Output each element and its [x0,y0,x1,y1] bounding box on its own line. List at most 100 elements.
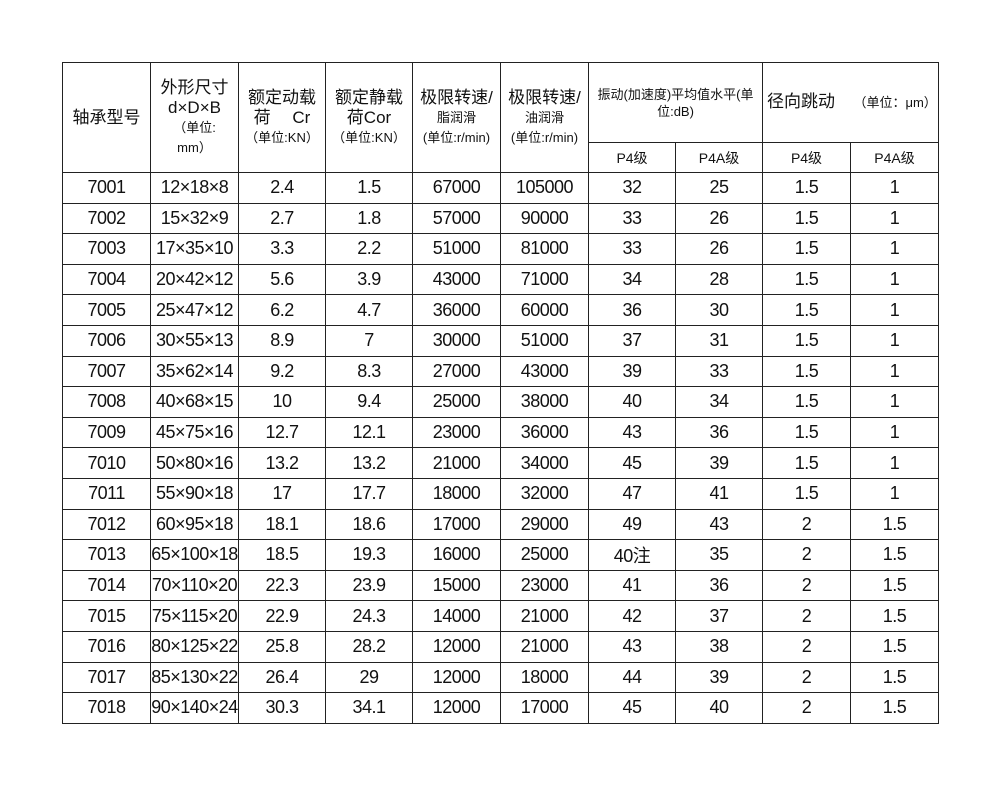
table-cell: 3.3 [238,233,326,265]
table-cell: 50×80×16 [150,447,239,479]
table-row: 7014 70×110×20 22.3 23.9 15000 23000 41 36 2 1.5 [62,569,939,602]
table-cell: 18.5 [238,539,326,571]
table-cell: 39 [675,661,763,694]
header-text: 外形尺寸 [160,77,229,97]
header-dimensions: 外形尺寸 d×D×B （单位: mm） [150,62,239,173]
table-cell: 30000 [412,324,501,357]
header-unit: （单位：μm） [853,95,937,110]
header-text: 极限转速/ [420,87,493,107]
table-cell: 32 [588,172,676,204]
table-cell: 1.5 [762,447,851,479]
table-cell: 1.5 [850,692,939,724]
table-cell: 9.4 [325,386,413,418]
table-cell: 12×18×8 [150,172,239,204]
table-row: 7006 30×55×13 8.9 7 30000 51000 37 31 1.5 1 [62,324,939,357]
table-cell: 1.5 [762,233,851,265]
table-cell: 80×125×22 [150,630,239,663]
table-cell: 60000 [500,294,589,326]
table-cell: 25 [675,172,763,204]
header-unit: mm） [177,139,212,155]
table-cell: 1 [850,202,939,235]
table-cell: 26 [675,202,763,235]
table-cell: 36 [588,294,676,326]
table-cell: 57000 [412,202,501,235]
table-cell: 1.5 [762,386,851,418]
table-cell: 2.2 [325,233,413,265]
table-row: 7003 17×35×10 3.3 2.2 51000 81000 33 26 1.5 1 [62,233,939,265]
table-cell: 18.1 [238,508,326,541]
table-cell: 26 [675,233,763,265]
table-row: 7015 75×115×20 22.9 24.3 14000 21000 42 37 2 1.5 [62,600,939,632]
table-cell: 16000 [412,539,501,571]
table-cell: 39 [588,355,676,388]
table-cell: 65×100×18 [150,539,239,571]
table-cell: 1 [850,294,939,326]
table-cell: 13.2 [325,447,413,479]
table-cell: 17×35×10 [150,233,239,265]
header-model: 轴承型号 [62,62,151,173]
table-cell: 28 [675,263,763,296]
header-unit: （单位:KN） [245,129,319,145]
table-cell: 1.5 [762,355,851,388]
table-cell: 7001 [62,172,151,204]
table-cell: 1.5 [850,569,939,602]
table-cell: 45 [588,692,676,724]
table-cell: 40注 [588,539,676,571]
header-dynamic-load: 额定动载 荷 Cr （单位:KN） [238,62,326,173]
table-cell: 10 [238,386,326,418]
table-cell: 21000 [412,447,501,479]
table-cell: 2 [762,539,851,571]
table-cell: 1.5 [850,600,939,632]
table-cell: 29 [325,661,413,694]
table-body: 7001 12×18×8 2.4 1.5 67000 105000 32 25 1.5 1 7002… [62,172,939,724]
table-row: 7016 80×125×22 25.8 28.2 12000 21000 43 38 2 1.5 [62,630,939,663]
table-cell: 1 [850,386,939,418]
table-cell: 2.4 [238,172,326,204]
table-cell: 22.3 [238,569,326,602]
table-cell: 55×90×18 [150,477,239,510]
table-cell: 40 [675,692,763,724]
table-cell: 44 [588,661,676,694]
table-row: 7018 90×140×24 30.3 34.1 12000 17000 45 40 2 1.5 [62,692,939,724]
table-cell: 36000 [500,416,589,449]
table-cell: 1 [850,233,939,265]
table-cell: 35 [675,539,763,571]
table-cell: 23.9 [325,569,413,602]
table-cell: 105000 [500,172,589,204]
table-cell: 13.2 [238,447,326,479]
table-cell: 17000 [500,692,589,724]
header-text: 极限转速/ [508,87,581,107]
table-cell: 30×55×13 [150,324,239,357]
table-cell: 7015 [62,600,151,632]
table-cell: 34.1 [325,692,413,724]
table-cell: 51000 [500,324,589,357]
table-cell: 7004 [62,263,151,296]
table-cell: 18000 [500,661,589,694]
header-unit: (单位:r/min) [422,129,491,145]
table-row: 7007 35×62×14 9.2 8.3 27000 43000 39 33 1.5 1 [62,355,939,388]
table-cell: 7003 [62,233,151,265]
table-cell: 1.5 [850,630,939,663]
table-row: 7010 50×80×16 13.2 13.2 21000 34000 45 39 1.5 1 [62,447,939,479]
table-cell: 24.3 [325,600,413,632]
table-cell: 19.3 [325,539,413,571]
table-cell: 1.5 [762,294,851,326]
table-cell: 1 [850,263,939,296]
table-cell: 12.7 [238,416,326,449]
table-cell: 35×62×14 [150,355,239,388]
table-cell: 49 [588,508,676,541]
table-cell: 1.5 [762,324,851,357]
table-row: 7004 20×42×12 5.6 3.9 43000 71000 34 28 1.5 1 [62,263,939,296]
table-cell: 30 [675,294,763,326]
table-cell: 1 [850,416,939,449]
table-cell: 1.5 [850,661,939,694]
header-speed-grease: 极限转速/ 脂润滑 (单位:r/min) [412,62,501,173]
table-cell: 15×32×9 [150,202,239,235]
table-cell: 7007 [62,355,151,388]
table-cell: 25000 [500,539,589,571]
table-cell: 1.5 [325,172,413,204]
table-cell: 41 [588,569,676,602]
table-cell: 31 [675,324,763,357]
header-text: 额定动载 [248,87,316,107]
table-cell: 39 [675,447,763,479]
